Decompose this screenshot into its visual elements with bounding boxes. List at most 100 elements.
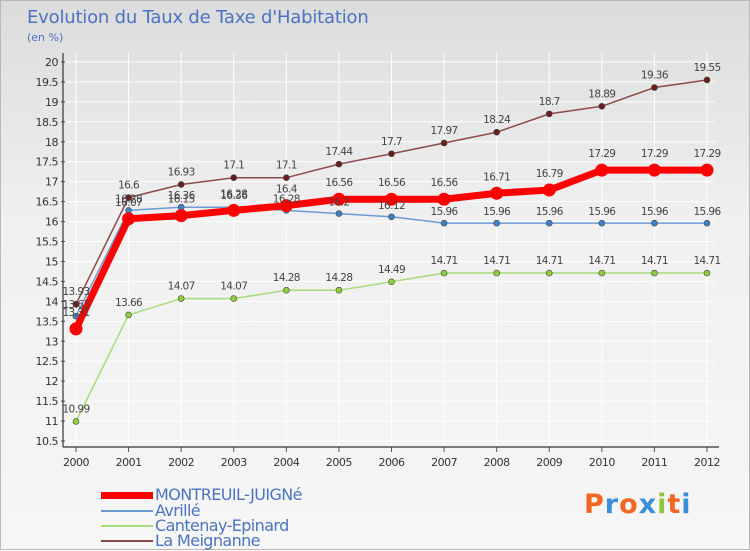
data-point-cantenay (388, 278, 395, 286)
data-label-meignanne: 16.6 (118, 180, 140, 192)
data-label-cantenay: 13.66 (115, 297, 143, 309)
chart-title: Evolution du Taux de Taxe d'Habitation (27, 7, 369, 28)
y-tick-label: 13 (45, 335, 58, 348)
data-point-cantenay (545, 269, 553, 277)
x-tick-label: 2003 (221, 456, 247, 469)
y-tick-label: 17.5 (36, 156, 59, 169)
data-label-montreuil: 17.29 (641, 148, 668, 160)
data-label-cantenay: 10.99 (62, 403, 89, 415)
data-label-cantenay: 14.07 (220, 281, 247, 293)
y-tick-label: 12.5 (36, 355, 59, 368)
proxiti-logo: Proxiti (584, 489, 692, 520)
data-label-montreuil: 16.07 (115, 197, 142, 209)
y-tick-label: 10.5 (36, 435, 59, 448)
data-label-avrille: 16.28 (273, 193, 300, 205)
legend-label-cantenay: Cantenay-Epinard (155, 516, 289, 535)
legend-item-meignanne[interactable]: La Meignanne (101, 531, 361, 550)
x-tick-label: 2002 (168, 456, 194, 469)
data-point-meignanne (388, 150, 395, 158)
y-tick-label: 13.5 (36, 315, 59, 328)
data-label-cantenay: 14.49 (378, 264, 405, 276)
data-label-montreuil: 16.15 (168, 194, 195, 206)
y-tick-label: 14 (45, 295, 58, 308)
data-point-meignanne (651, 84, 658, 91)
data-label-montreuil: 17.29 (588, 148, 615, 160)
data-label-cantenay: 14.07 (168, 281, 195, 293)
data-point-cantenay (125, 311, 132, 319)
y-tick-label: 11 (45, 415, 58, 428)
data-label-meignanne: 17.1 (223, 160, 244, 172)
data-point-montreuil (595, 163, 609, 177)
y-tick-label: 16 (45, 216, 58, 229)
data-label-cantenay: 14.28 (325, 272, 352, 284)
y-tick-label: 18.5 (36, 116, 59, 129)
grid (66, 53, 715, 447)
y-tick-label: 20 (45, 56, 58, 69)
data-point-montreuil (122, 212, 136, 226)
y-tick-label: 11.5 (36, 395, 59, 408)
data-point-meignanne (335, 160, 343, 168)
data-point-montreuil (700, 163, 714, 177)
y-tick-label: 14.5 (36, 275, 59, 288)
data-label-avrille: 16.2 (328, 197, 349, 209)
data-label-montreuil: 16.71 (483, 171, 510, 183)
data-label-avrille: 16.28 (115, 193, 142, 205)
x-tick-label: 2005 (326, 456, 352, 469)
data-label-montreuil: 16.56 (325, 177, 353, 189)
data-label-meignanne: 18.7 (539, 96, 560, 108)
data-label-avrille: 15.96 (588, 206, 616, 218)
data-point-cantenay (493, 269, 500, 277)
data-label-avrille: 16.36 (168, 190, 196, 202)
data-label-meignanne: 17.97 (431, 125, 458, 137)
data-point-cantenay (703, 269, 711, 277)
data-point-cantenay (598, 269, 606, 277)
y-tick-label: 15 (45, 255, 58, 268)
data-point-montreuil (542, 183, 556, 197)
legend-swatch-meignanne (101, 540, 153, 542)
y-tick-label: 12 (45, 375, 58, 388)
legend-item-montreuil[interactable]: MONTREUIL-JUIGNé (101, 485, 361, 504)
data-point-avrille (335, 210, 343, 217)
data-point-montreuil (279, 199, 293, 213)
data-label-cantenay: 14.71 (641, 255, 668, 267)
logo-letter: t (667, 489, 682, 520)
data-label-meignanne: 13.93 (62, 286, 89, 298)
data-label-meignanne: 17.7 (381, 136, 402, 148)
legend-item-cantenay[interactable]: Cantenay-Epinard (101, 516, 361, 535)
data-point-meignanne (440, 139, 448, 147)
data-point-cantenay (72, 418, 80, 425)
data-point-montreuil (332, 192, 346, 206)
data-label-montreuil: 16.79 (536, 168, 563, 180)
data-point-avrille (703, 219, 711, 227)
data-label-avrille: 16.36 (220, 190, 248, 202)
x-tick-label: 2010 (589, 456, 615, 469)
data-point-avrille (440, 219, 448, 227)
data-label-montreuil: 13.31 (62, 307, 89, 319)
data-point-montreuil (490, 186, 504, 200)
logo-text: Proxiti (584, 489, 692, 520)
data-label-avrille: 15.96 (431, 206, 459, 218)
data-label-montreuil: 16.28 (220, 188, 247, 200)
data-label-avrille: 15.96 (536, 206, 564, 218)
data-label-montreuil: 16.56 (378, 177, 406, 189)
x-tick-label: 2007 (431, 456, 457, 469)
data-point-avrille (545, 219, 553, 227)
data-label-meignanne: 16.93 (168, 166, 195, 178)
data-label-cantenay: 14.71 (693, 255, 720, 267)
data-label-meignanne: 17.1 (276, 160, 297, 172)
data-label-avrille: 16.12 (378, 200, 405, 212)
data-label-meignanne: 19.55 (693, 62, 720, 74)
legend-swatch-montreuil (101, 492, 153, 499)
data-point-montreuil (69, 322, 83, 336)
data-label-avrille: 13.63 (62, 299, 89, 311)
data-label-cantenay: 14.71 (431, 255, 458, 267)
data-point-cantenay (230, 295, 238, 302)
data-label-meignanne: 18.89 (588, 88, 615, 100)
data-point-avrille (493, 219, 500, 227)
logo-letter: x (638, 489, 658, 520)
legend-item-avrille[interactable]: Avrillé (101, 501, 361, 520)
data-point-meignanne (493, 128, 500, 136)
y-tick-label: 18 (45, 136, 58, 149)
